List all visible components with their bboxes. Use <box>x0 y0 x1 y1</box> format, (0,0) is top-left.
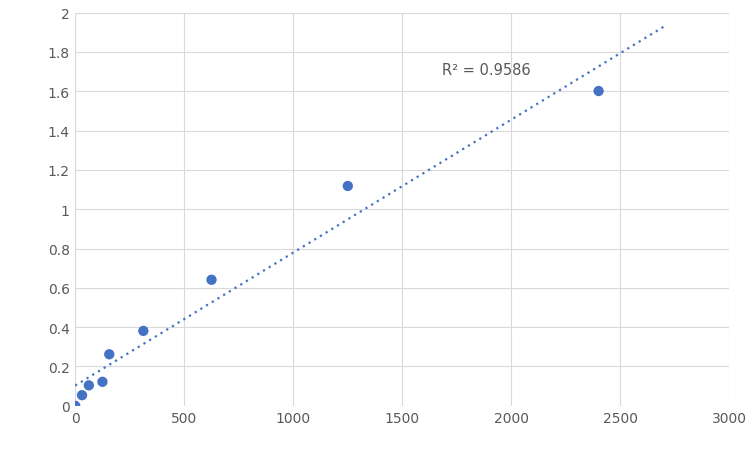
Point <box>103 351 115 358</box>
Point <box>83 382 95 389</box>
Point <box>138 327 150 335</box>
Text: R² = 0.9586: R² = 0.9586 <box>441 62 530 77</box>
Point <box>76 392 88 399</box>
Point <box>205 276 217 284</box>
Point <box>341 183 353 190</box>
Point <box>593 88 605 96</box>
Point <box>96 378 108 386</box>
Point <box>69 402 81 410</box>
